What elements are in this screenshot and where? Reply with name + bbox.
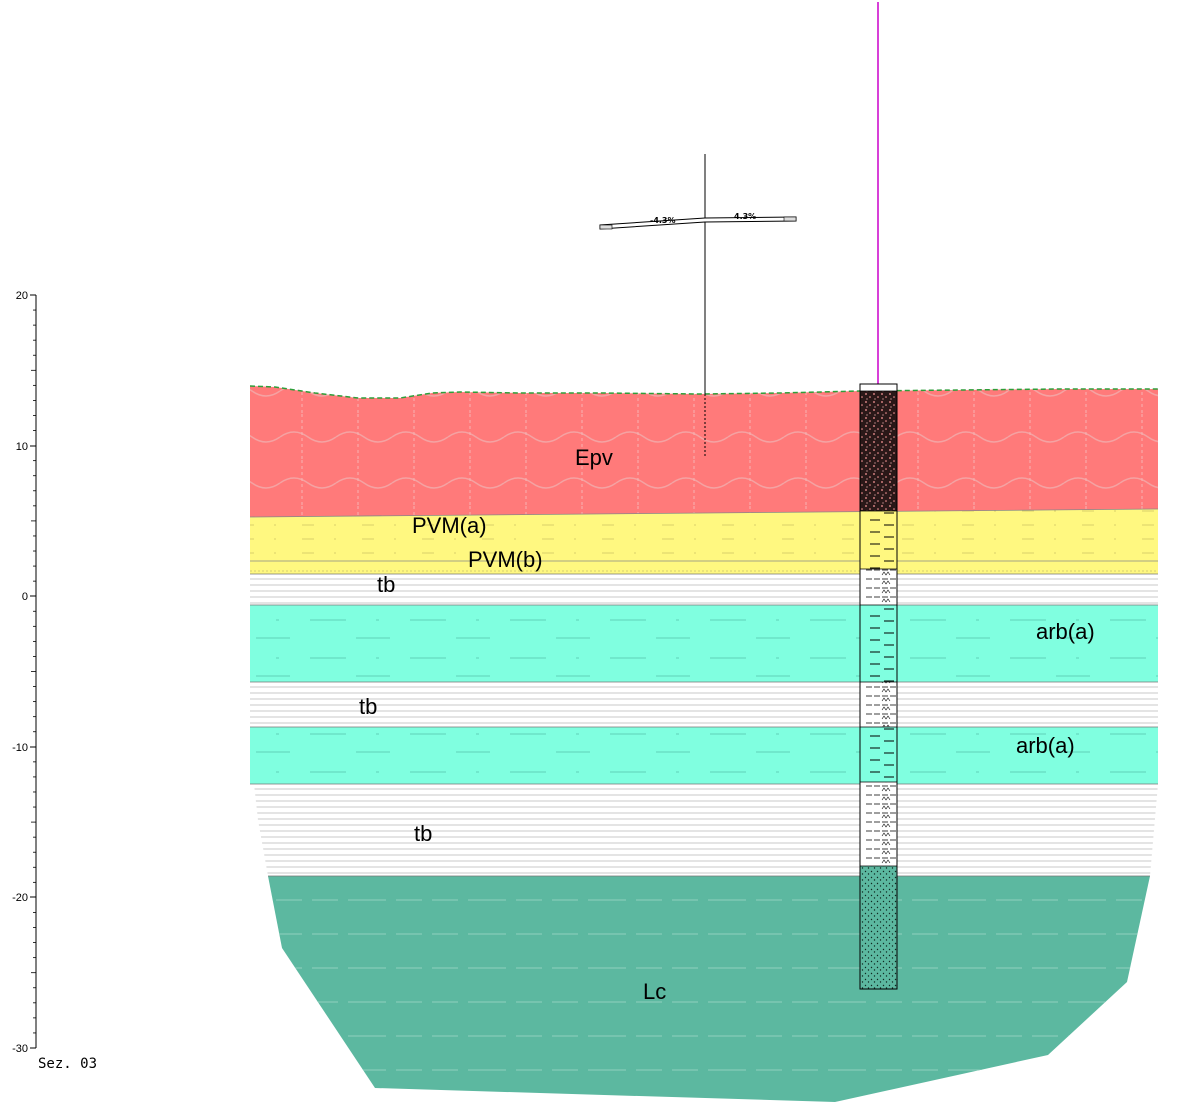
grade-right-label: 4.3% — [734, 212, 756, 221]
layer-label-arb-upper: arb(a) — [1036, 619, 1095, 644]
axis-tick-label: 10 — [16, 441, 28, 453]
layer-label-pvm-b: PVM(b) — [468, 547, 543, 572]
axis-tick-label: -10 — [12, 742, 28, 754]
axis-tick-label: -30 — [12, 1043, 28, 1055]
layer-label-arb-lower: arb(a) — [1016, 733, 1075, 758]
grade-left-label: -4.3% — [650, 216, 676, 225]
layer-label-epv: Epv — [575, 445, 613, 470]
axis-tick-label: -20 — [12, 892, 28, 904]
axis-tick-label: 20 — [16, 290, 28, 302]
axis-tick-label: 0 — [22, 591, 28, 603]
layer-label-tb-middle: tb — [359, 694, 377, 719]
elevation-axis: 20 10 0 -10 -20 -30 — [12, 290, 37, 1055]
road-cross-section: -4.3% 4.3% — [599, 154, 797, 456]
layer-label-pvm-a: PVM(a) — [412, 513, 487, 538]
layer-label-tb-upper: tb — [377, 572, 395, 597]
layer-label-lc: Lc — [643, 979, 666, 1004]
borehole-column — [859, 2, 898, 990]
section-label: Sez. 03 — [38, 1056, 97, 1072]
layer-label-tb-lower: tb — [414, 821, 432, 846]
